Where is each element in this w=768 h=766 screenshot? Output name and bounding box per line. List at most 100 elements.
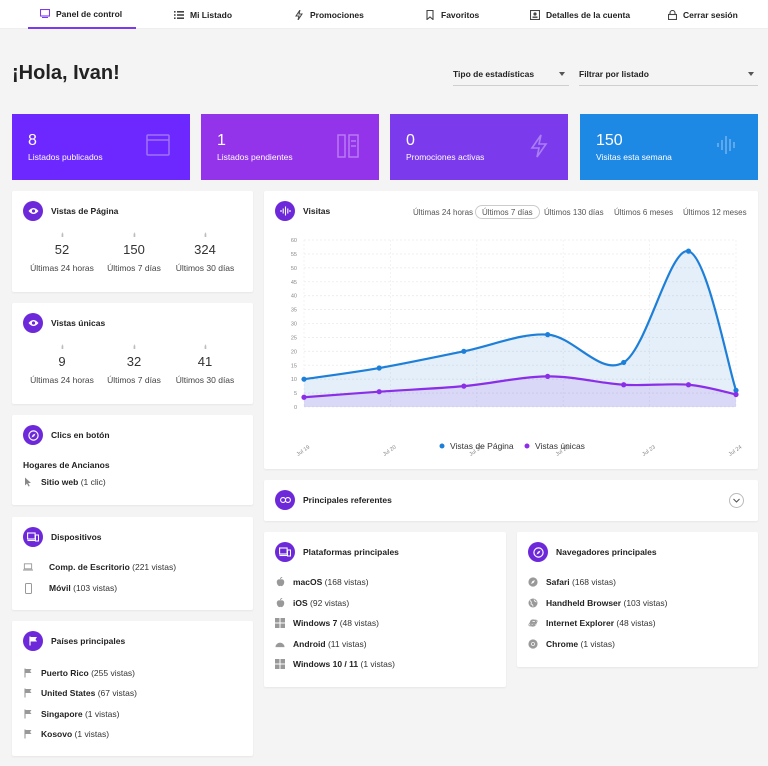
- filter-listing-select[interactable]: Filtrar por listado: [579, 62, 758, 86]
- platform-count: (92 vistas): [310, 598, 350, 608]
- platform-count: (11 vistas): [327, 639, 367, 649]
- device-name: Móvil: [49, 583, 71, 593]
- eye-icon: [23, 201, 43, 221]
- y-tick-label: 25: [291, 335, 297, 341]
- nav-account-label: Detalles de la cuenta: [546, 9, 631, 20]
- browser-name: Chrome: [546, 639, 579, 649]
- bar-chart-icon: ılı: [133, 233, 136, 239]
- browser-row: Internet Explorer (48 vistas): [528, 618, 656, 628]
- list-icon: [174, 10, 184, 20]
- apple-icon: [275, 598, 285, 608]
- compass-icon: [528, 542, 548, 562]
- y-tick-label: 55: [291, 252, 297, 258]
- metric-value: 324: [194, 242, 216, 257]
- metric-30d: ılı 324 Últimos 30 días: [170, 233, 240, 273]
- nav-my-listing[interactable]: Mi Listado: [174, 0, 232, 29]
- stat-label: Visitas esta semana: [596, 152, 672, 162]
- flag-icon: [23, 688, 33, 698]
- platform-count: (1 vistas): [360, 659, 395, 669]
- y-tick-label: 30: [291, 322, 297, 328]
- nav-promotions[interactable]: Promociones: [294, 0, 364, 29]
- caret-down-icon: [559, 71, 565, 76]
- device-count: (103 vistas): [73, 583, 118, 593]
- y-tick-label: 50: [291, 266, 297, 272]
- metric-value: 41: [197, 354, 213, 369]
- referrers-card[interactable]: Principales referentes: [264, 480, 758, 521]
- legend-dot-unique-views: [524, 443, 530, 449]
- chrome-icon: [528, 639, 538, 649]
- filter-listing-label: Filtrar por listado: [579, 68, 649, 79]
- device-name: Comp. de Escritorio: [49, 562, 130, 572]
- data-point: [685, 382, 692, 388]
- country-row: United States (67 vistas): [23, 688, 137, 698]
- visits-card: [264, 191, 758, 469]
- y-tick-label: 15: [291, 363, 297, 369]
- platform-row: iOS (92 vistas): [275, 598, 349, 608]
- browsers-card: Navegadores principales Safari (168 vist…: [517, 532, 758, 667]
- device-row: Comp. de Escritorio (221 vistas): [23, 562, 176, 572]
- devices-card: Dispositivos Comp. de Escritorio (221 vi…: [12, 517, 253, 610]
- country-row: Kosovo (1 vistas): [23, 729, 109, 739]
- page-views-title: Vistas de Página: [51, 206, 119, 216]
- metric-value: 52: [54, 242, 70, 257]
- tab-24h[interactable]: Últimas 24 horas: [413, 207, 474, 217]
- metric-label: Últimos 7 días: [107, 263, 161, 273]
- countries-title: Países principales: [51, 636, 126, 646]
- legend-label-unique-views: Vistas únicas: [535, 441, 585, 451]
- metric-30d: ılı 41 Últimos 30 días: [170, 345, 240, 385]
- data-point: [733, 391, 739, 398]
- device-row: Móvil (103 vistas): [23, 582, 118, 594]
- stat-value: 150: [596, 132, 623, 149]
- platform-name: Windows 7: [293, 618, 338, 628]
- windows-icon: [275, 659, 285, 669]
- stat-card-published: 8 Listados publicados: [12, 114, 190, 180]
- data-point: [301, 394, 307, 400]
- y-tick-label: 60: [291, 238, 297, 244]
- y-tick-label: 35: [291, 308, 297, 314]
- nav-dashboard[interactable]: Panel de control: [28, 0, 136, 29]
- stat-label: Listados pendientes: [217, 152, 293, 162]
- eye-icon: [23, 313, 43, 333]
- data-point: [733, 387, 739, 393]
- platform-row: Windows 10 / 11 (1 vistas): [275, 659, 395, 669]
- stats-type-select[interactable]: Tipo de estadísticas: [453, 62, 569, 86]
- audio-wave-icon: [275, 201, 295, 221]
- browser-count: (168 vistas): [572, 577, 616, 587]
- greeting-title: ¡Hola, Ivan!: [12, 62, 120, 84]
- platform-name: Android: [293, 639, 326, 649]
- platform-name: Windows 10 / 11: [293, 659, 359, 669]
- stat-card-pending: 1 Listados pendientes: [201, 114, 379, 180]
- metric-label: Últimas 24 horas: [30, 263, 94, 273]
- nav-favorites[interactable]: Favoritos: [425, 0, 479, 29]
- metric-24h: ılı 52 Últimas 24 horas: [27, 233, 97, 273]
- nav-dashboard-label: Panel de control: [56, 8, 123, 19]
- flag-icon: [23, 631, 43, 651]
- browser-window-icon: [146, 134, 170, 158]
- data-point: [621, 359, 627, 366]
- audio-wave-icon: [716, 134, 738, 158]
- expand-button[interactable]: [729, 493, 744, 508]
- cursor-icon: [23, 477, 33, 487]
- metric-24h: ılı 9 Últimas 24 horas: [27, 345, 97, 385]
- tab-6m[interactable]: Últimos 6 meses: [614, 207, 674, 217]
- y-tick-label: 5: [294, 391, 297, 397]
- pending-list-icon: [337, 134, 359, 160]
- data-point: [301, 376, 307, 382]
- stat-label: Listados publicados: [28, 152, 103, 162]
- dashboard-icon: [40, 9, 50, 19]
- browser-name: Handheld Browser: [546, 598, 622, 608]
- browser-row: Handheld Browser (103 vistas): [528, 598, 667, 608]
- tab-130d[interactable]: Últimos 130 días: [544, 207, 604, 217]
- card-header: Clics en botón: [23, 425, 110, 445]
- link-icon: [275, 490, 295, 510]
- country-row: Singapore (1 vistas): [23, 709, 119, 719]
- bar-chart-icon: ılı: [133, 345, 136, 351]
- nav-account-details[interactable]: Detalles de la cuenta: [530, 0, 630, 29]
- tab-12m[interactable]: Últimos 12 meses: [683, 207, 747, 217]
- x-tick-label: Jul 20: [382, 445, 397, 458]
- browser-name: Safari: [546, 577, 570, 587]
- nav-logout[interactable]: Cerrar sesión: [667, 0, 738, 29]
- countries-card: Países principales Puerto Rico (255 vist…: [12, 621, 253, 756]
- flag-icon: [23, 709, 33, 719]
- tab-7d[interactable]: Últimos 7 días: [475, 205, 540, 219]
